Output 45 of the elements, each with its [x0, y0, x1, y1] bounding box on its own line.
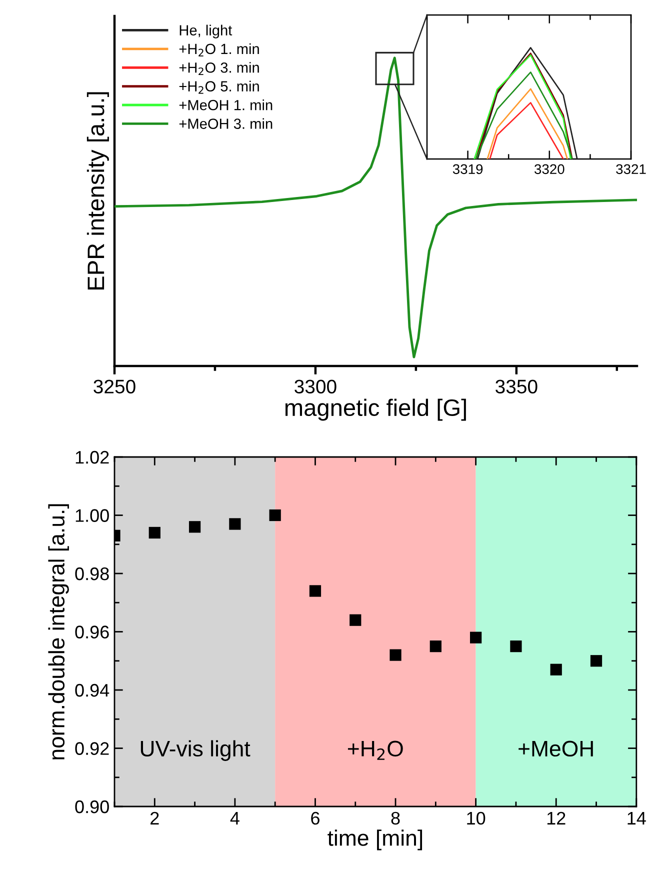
y-tick-label: 0.96 [75, 626, 109, 638]
x-tick-label: 3321 [616, 164, 646, 174]
band-label: +MeOH [518, 740, 593, 757]
legend-label: +H$_{2}$O 1. min [179, 43, 259, 56]
point [510, 640, 522, 652]
x-tick-label: 4 [230, 812, 240, 824]
x-tick-label: 6 [311, 812, 320, 825]
x-tick-label: 3250 [94, 380, 136, 394]
y-axis-title: EPR intensity [a.u.] [86, 92, 109, 290]
x-tick-label: 14 [628, 812, 646, 824]
point [550, 664, 562, 676]
y-tick-label: 0.90 [75, 800, 109, 814]
x-tick-label: 12 [547, 812, 566, 824]
point [269, 509, 281, 522]
legend-label: He, light [180, 24, 232, 38]
legend-label: +H$_{2}$O 3. min [179, 62, 259, 76]
point [148, 526, 160, 539]
legend-label: +H$_{2}$O 5. min [179, 80, 259, 94]
x-tick-label: 3319 [452, 164, 483, 174]
point [390, 649, 402, 661]
point [590, 655, 602, 667]
x-tick-label: 3300 [294, 380, 336, 394]
y-axis-title: norm.double integral [a.u.] [48, 504, 69, 760]
x-tick-label: 10 [467, 812, 486, 825]
point [350, 614, 362, 626]
x-tick-label: 3350 [496, 380, 538, 394]
y-tick-label: 1.02 [76, 450, 109, 464]
point [430, 640, 442, 652]
x-axis-title: magnetic field [G] [285, 398, 466, 421]
point [309, 585, 322, 597]
x-tick-label: 2 [150, 812, 159, 824]
legend-label: +MeOH 3. min [179, 118, 272, 129]
y-tick-label: 0.98 [75, 567, 109, 580]
band-label: UV-vis light [140, 740, 250, 761]
point [470, 632, 482, 644]
x-axis-title: time [min] [328, 830, 422, 850]
y-tick-label: 1.00 [76, 509, 109, 522]
x-tick-label: 8 [391, 812, 400, 825]
y-tick-label: 0.92 [75, 742, 109, 755]
y-tick-label: 0.94 [75, 684, 110, 697]
legend-label: +MeOH 1. min [179, 100, 272, 110]
point [229, 518, 241, 530]
point [188, 521, 201, 533]
band-label: +H$_{2}$O [348, 740, 403, 760]
x-tick-label: 3320 [534, 164, 564, 174]
